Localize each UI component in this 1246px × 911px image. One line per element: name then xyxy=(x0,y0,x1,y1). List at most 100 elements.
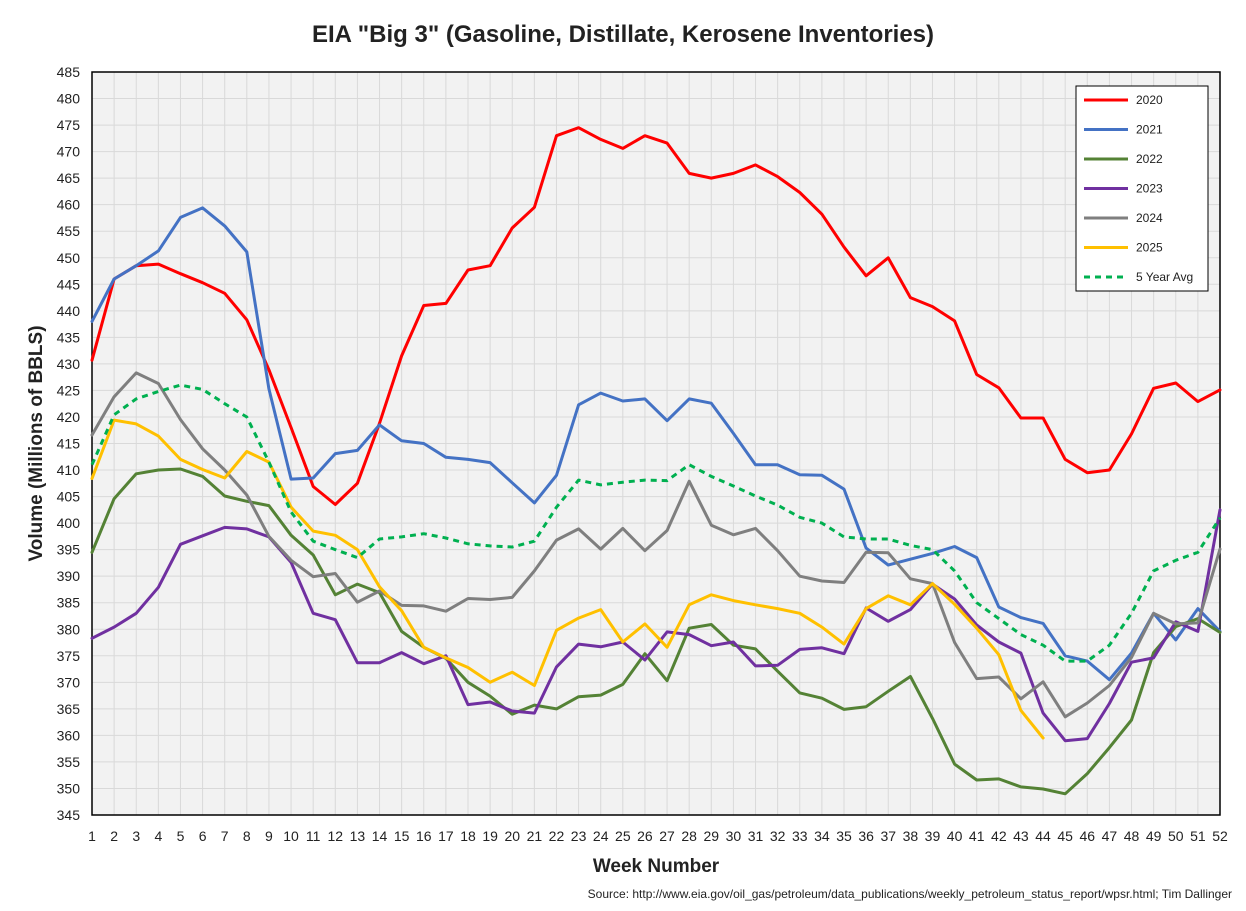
x-tick-label: 40 xyxy=(947,828,963,844)
series-line-2022 xyxy=(90,467,1222,796)
x-tick-label: 35 xyxy=(836,828,852,844)
x-tick-label: 33 xyxy=(792,828,808,844)
x-tick-label: 4 xyxy=(154,828,162,844)
series-line-2024 xyxy=(90,371,1222,719)
plot-border xyxy=(91,71,1221,816)
x-tick-label: 41 xyxy=(969,828,985,844)
x-tick-label: 51 xyxy=(1190,828,1206,844)
y-tick-label: 355 xyxy=(57,754,81,770)
y-tick-label: 405 xyxy=(57,489,81,505)
x-tick-label: 30 xyxy=(726,828,742,844)
x-tick-label: 31 xyxy=(748,828,764,844)
y-tick-label: 485 xyxy=(57,64,81,80)
x-tick-label: 42 xyxy=(991,828,1007,844)
y-tick-label: 400 xyxy=(57,515,81,531)
x-tick-label: 23 xyxy=(571,828,587,844)
y-tick-label: 420 xyxy=(57,409,81,425)
x-tick-label: 18 xyxy=(460,828,476,844)
x-tick-label: 15 xyxy=(394,828,410,844)
x-tick-label: 9 xyxy=(265,828,273,844)
y-tick-label: 380 xyxy=(57,621,81,637)
x-tick-label: 22 xyxy=(549,828,565,844)
legend-label-2024: 2024 xyxy=(1136,211,1163,225)
legend-label-2021: 2021 xyxy=(1136,123,1163,137)
chart-title: EIA "Big 3" (Gasoline, Distillate, Keros… xyxy=(312,21,934,48)
y-tick-label: 365 xyxy=(57,701,81,717)
series-line-2021 xyxy=(90,206,1222,682)
x-tick-label: 10 xyxy=(283,828,299,844)
y-tick-label: 415 xyxy=(57,436,81,452)
source-note: Source: http://www.eia.gov/oil_gas/petro… xyxy=(588,887,1232,901)
series-line-2020 xyxy=(90,126,1222,506)
x-tick-label: 37 xyxy=(880,828,896,844)
x-tick-label: 19 xyxy=(482,828,498,844)
y-tick-label: 430 xyxy=(57,356,81,372)
y-tick-label: 450 xyxy=(57,250,81,266)
series-layer xyxy=(90,126,1222,796)
y-axis: 345 350 355 360 365 370 375 380 385 390 395 400 405 4… xyxy=(57,64,81,823)
legend: 2020 2021 2022 2023 2024 2025 5 Year Avg xyxy=(1075,85,1209,292)
x-tick-label: 45 xyxy=(1057,828,1073,844)
x-tick-label: 5 xyxy=(177,828,185,844)
y-tick-label: 470 xyxy=(57,144,81,160)
x-tick-label: 52 xyxy=(1212,828,1228,844)
x-tick-label: 2 xyxy=(110,828,118,844)
x-tick-label: 14 xyxy=(372,828,388,844)
y-tick-label: 480 xyxy=(57,91,81,107)
y-tick-label: 345 xyxy=(57,807,81,823)
legend-label-2020: 2020 xyxy=(1136,93,1163,107)
x-tick-label: 49 xyxy=(1146,828,1162,844)
x-tick-label: 20 xyxy=(504,828,520,844)
x-tick-label: 48 xyxy=(1124,828,1140,844)
y-axis-title: Volume (Millions of BBLS) xyxy=(26,325,47,561)
x-tick-label: 24 xyxy=(593,828,609,844)
y-tick-label: 425 xyxy=(57,382,81,398)
x-tick-label: 6 xyxy=(199,828,207,844)
x-tick-label: 3 xyxy=(132,828,140,844)
y-tick-label: 435 xyxy=(57,329,81,345)
y-tick-label: 440 xyxy=(57,303,81,319)
y-tick-label: 475 xyxy=(57,117,81,133)
x-axis-title: Week Number xyxy=(593,856,720,877)
y-tick-label: 460 xyxy=(57,197,81,213)
x-tick-label: 46 xyxy=(1080,828,1096,844)
x-tick-label: 44 xyxy=(1035,828,1051,844)
x-tick-label: 21 xyxy=(527,828,543,844)
x-tick-label: 17 xyxy=(438,828,454,844)
x-tick-label: 25 xyxy=(615,828,631,844)
y-tick-label: 410 xyxy=(57,462,81,478)
y-tick-label: 350 xyxy=(57,780,81,796)
x-tick-label: 26 xyxy=(637,828,653,844)
x-tick-label: 1 xyxy=(88,828,96,844)
series-line-2025 xyxy=(90,418,1045,740)
x-tick-label: 29 xyxy=(704,828,720,844)
x-tick-label: 34 xyxy=(814,828,830,844)
x-tick-label: 32 xyxy=(770,828,786,844)
y-tick-label: 385 xyxy=(57,595,81,611)
x-tick-label: 16 xyxy=(416,828,432,844)
x-tick-label: 11 xyxy=(306,828,321,844)
x-tick-label: 13 xyxy=(350,828,366,844)
series-line-5-year-avg xyxy=(90,383,1222,663)
legend-label-2025: 2025 xyxy=(1136,241,1163,255)
y-tick-label: 445 xyxy=(57,276,81,292)
x-axis: 1 2 3 4 5 6 7 8 9 10 11 12 13 14 15 16 17 18 19 20 21 22 23 24 2… xyxy=(88,828,1228,844)
x-tick-label: 8 xyxy=(243,828,251,844)
x-tick-label: 28 xyxy=(681,828,697,844)
x-tick-label: 39 xyxy=(925,828,941,844)
y-tick-label: 360 xyxy=(57,727,81,743)
x-tick-label: 36 xyxy=(858,828,874,844)
x-tick-label: 50 xyxy=(1168,828,1184,844)
x-tick-label: 12 xyxy=(328,828,344,844)
y-tick-label: 370 xyxy=(57,674,81,690)
x-tick-label: 27 xyxy=(659,828,675,844)
x-tick-label: 47 xyxy=(1102,828,1118,844)
y-tick-label: 395 xyxy=(57,542,81,558)
y-tick-label: 375 xyxy=(57,648,81,664)
y-tick-label: 465 xyxy=(57,170,81,186)
y-tick-label: 455 xyxy=(57,223,81,239)
legend-label-2023: 2023 xyxy=(1136,182,1163,196)
y-tick-label: 390 xyxy=(57,568,81,584)
x-tick-label: 38 xyxy=(903,828,919,844)
